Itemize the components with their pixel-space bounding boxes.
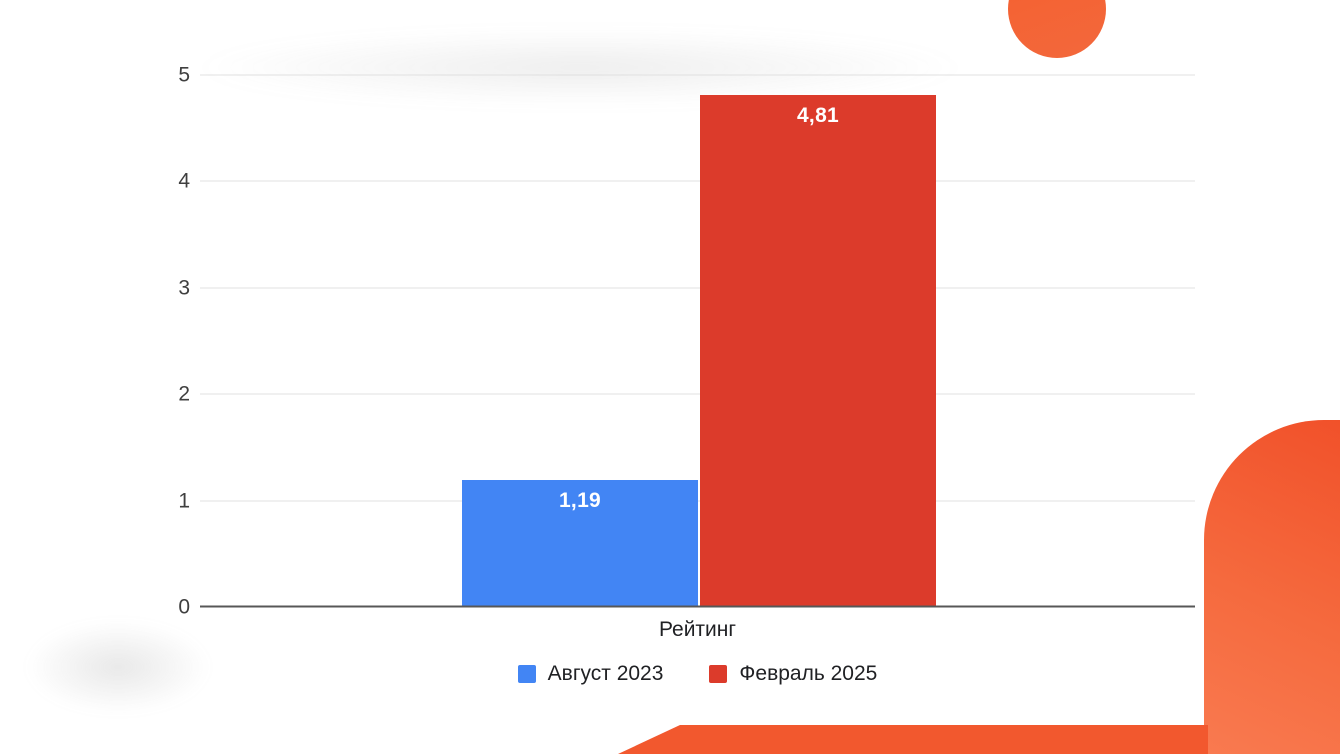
gridline bbox=[200, 287, 1195, 289]
y-tick-label: 1 bbox=[178, 489, 190, 513]
y-tick-label: 3 bbox=[178, 276, 190, 300]
y-tick-label: 5 bbox=[178, 63, 190, 87]
chart-legend: Август 2023 Февраль 2025 bbox=[200, 662, 1195, 686]
y-tick-label: 0 bbox=[178, 595, 190, 619]
legend-label: Август 2023 bbox=[547, 662, 664, 685]
y-tick-label: 4 bbox=[178, 169, 190, 193]
gridline bbox=[200, 393, 1195, 395]
legend-item-february-2025: Февраль 2025 bbox=[709, 662, 877, 686]
background-smudge-bottom bbox=[28, 622, 208, 712]
bar-august-2023: 1,19 bbox=[462, 480, 698, 607]
decorative-bottom-strip bbox=[618, 725, 1208, 754]
x-axis-title: Рейтинг bbox=[658, 618, 737, 641]
legend-item-august-2023: Август 2023 bbox=[517, 662, 664, 686]
legend-swatch-blue bbox=[517, 665, 536, 683]
bar-value-label: 1,19 bbox=[558, 489, 602, 513]
bar-february-2025: 4,81 bbox=[700, 95, 936, 607]
bar-value-label: 4,81 bbox=[796, 104, 840, 128]
chart-plot-area: 1,19 4,81 bbox=[200, 74, 1195, 608]
gridline bbox=[200, 74, 1195, 76]
legend-swatch-red bbox=[709, 665, 728, 683]
decorative-circle bbox=[1008, 0, 1106, 58]
gridline bbox=[200, 180, 1195, 182]
x-axis-line bbox=[200, 605, 1195, 608]
y-axis: 0 1 2 3 4 5 bbox=[120, 65, 190, 618]
y-tick-label: 2 bbox=[178, 382, 190, 406]
legend-label: Февраль 2025 bbox=[739, 662, 878, 685]
decorative-corner-shape bbox=[1204, 420, 1340, 754]
